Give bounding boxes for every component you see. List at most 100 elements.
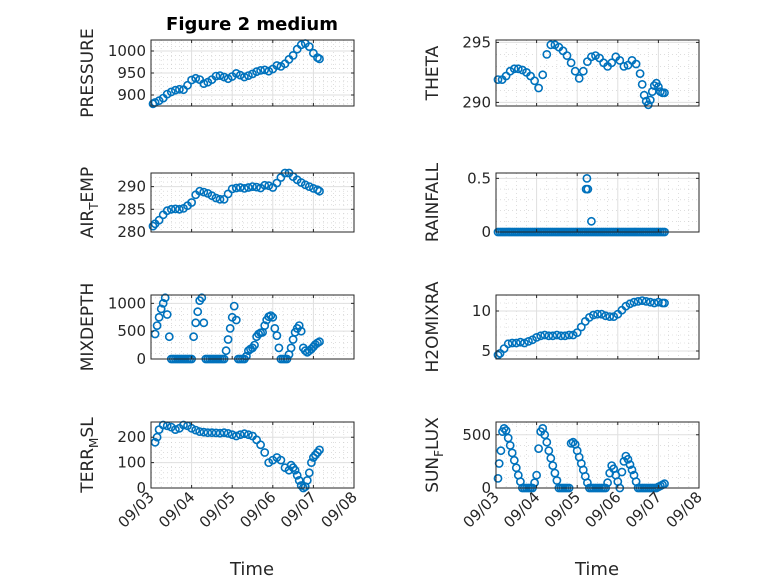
data-point <box>156 304 166 314</box>
data-point <box>276 455 286 465</box>
y-axis-label-part: TERR <box>78 448 98 494</box>
data-point <box>248 182 257 191</box>
data-point <box>179 420 188 430</box>
y-tick-label: 295 <box>462 33 491 51</box>
axes-box <box>150 172 355 233</box>
data-point <box>542 437 552 447</box>
y-axis-label: MIXDEPTH <box>78 283 98 372</box>
data-point <box>534 83 543 93</box>
data-point <box>649 81 659 90</box>
data-point <box>294 321 304 330</box>
data-point <box>174 84 184 94</box>
data-point <box>243 71 253 80</box>
axes-box <box>495 172 700 233</box>
rainfall-subplot: 0 0.5 RAINFALL <box>423 162 700 242</box>
data-point <box>637 296 647 305</box>
data-point <box>619 62 629 71</box>
data-point <box>195 427 205 436</box>
data-point <box>627 465 637 475</box>
data-point <box>593 309 602 319</box>
data-point <box>211 71 221 81</box>
data-point <box>288 51 298 60</box>
data-point <box>607 58 617 68</box>
air-temp-subplot: 280 285 290 AIRTEMP <box>78 167 355 241</box>
data-point <box>548 331 558 341</box>
data-point <box>306 458 316 467</box>
data-point <box>239 72 249 82</box>
data-point <box>654 82 663 92</box>
y-axis-label-subscript: T <box>87 202 101 211</box>
data-point <box>601 311 610 321</box>
data-point <box>572 328 582 337</box>
data-point <box>587 216 596 226</box>
data-point <box>162 310 172 319</box>
mixdepth-subplot: 0 500 1000 MIXDEPTH <box>78 283 355 372</box>
data-point <box>199 187 209 197</box>
data-point <box>189 332 198 342</box>
axes-box <box>150 421 355 489</box>
data-point <box>552 330 562 340</box>
y-tick-label: 290 <box>462 93 491 111</box>
data-point <box>256 440 265 450</box>
axes-box <box>495 421 700 489</box>
data-point <box>574 74 584 83</box>
data-point <box>290 465 300 475</box>
data-point <box>501 426 511 435</box>
data-point <box>625 460 635 469</box>
data-point <box>496 446 506 456</box>
data-point <box>160 293 170 303</box>
y-axis-label-part: H2OMIXRA <box>423 281 443 372</box>
data-point <box>199 318 209 328</box>
y-tick-label: 0 <box>136 350 146 368</box>
data-point <box>191 425 201 435</box>
data-point <box>231 431 241 441</box>
data-point <box>260 65 270 75</box>
data-point <box>625 299 635 309</box>
data-point <box>252 67 261 77</box>
data-point <box>152 321 162 330</box>
data-point <box>304 468 314 478</box>
data-point <box>195 186 205 196</box>
data-point <box>583 184 593 194</box>
data-point <box>215 428 225 438</box>
data-point <box>260 321 270 330</box>
data-point <box>292 470 302 480</box>
y-axis-label: AIRTEMP <box>78 167 101 238</box>
data-point <box>154 215 164 225</box>
y-axis-label: PRESSURE <box>78 28 98 117</box>
axes-box <box>495 39 700 107</box>
data-point <box>229 301 239 311</box>
data-point <box>158 420 168 430</box>
data-point <box>617 467 627 477</box>
y-tick-label: 1000 <box>108 42 146 60</box>
data-point <box>643 100 653 110</box>
data-point <box>260 448 270 457</box>
data-point <box>272 61 282 70</box>
data-point <box>546 40 556 50</box>
data-point <box>635 69 645 78</box>
data-point <box>266 311 276 320</box>
data-point <box>166 204 176 214</box>
data-point <box>162 206 172 216</box>
y-axis-label-part: LUX <box>423 417 443 450</box>
y-tick-label: 1000 <box>108 294 146 312</box>
data-point <box>576 322 586 332</box>
data-point <box>566 58 576 68</box>
y-tick-label: 200 <box>117 428 146 446</box>
data-point <box>542 50 552 59</box>
y-tick-label: 0 <box>481 223 491 241</box>
y-axis-label-part: THETA <box>423 45 443 101</box>
data-point <box>578 66 588 76</box>
data-point <box>260 180 270 190</box>
data-point <box>239 429 249 439</box>
data-point <box>315 186 324 196</box>
data-point <box>243 183 253 192</box>
y-axis-label-part: RAINFALL <box>423 162 443 242</box>
data-point <box>660 298 669 308</box>
data-point <box>231 315 241 325</box>
data-point <box>562 51 572 60</box>
y-tick-label: 950 <box>117 64 146 82</box>
data-point <box>296 326 306 336</box>
data-point <box>207 428 217 438</box>
data-point <box>649 298 659 308</box>
